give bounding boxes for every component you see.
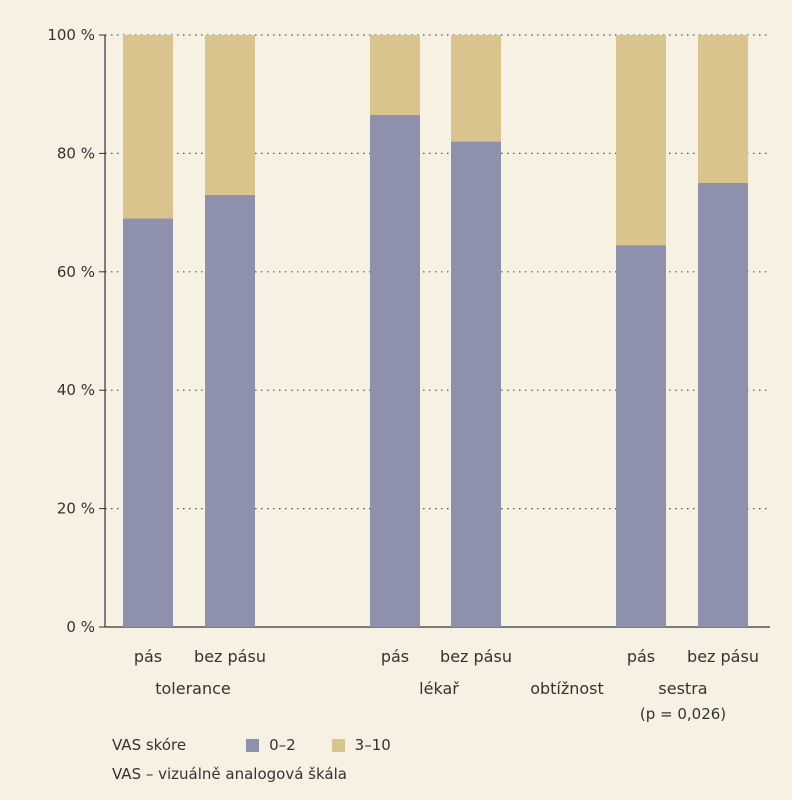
legend-swatch-0-2 — [246, 738, 260, 752]
bar-segment-1-high — [205, 35, 255, 195]
bar-segment-4-high — [616, 35, 666, 246]
chart-note: VAS – vizuálně analogová škála — [112, 765, 347, 783]
x-tick-label: pás — [627, 647, 655, 666]
x-tick-label: bez pásu — [440, 647, 512, 666]
x-tick-label: bez pásu — [194, 647, 266, 666]
legend-item-0-2: 0–2 — [246, 736, 296, 754]
bar-segment-3-high — [451, 35, 501, 142]
group-label: sestra — [658, 679, 707, 698]
legend-item-3-10: 3–10 — [331, 736, 391, 754]
group-label: lékař — [419, 679, 459, 698]
group-sublabel: (p = 0,026) — [640, 705, 726, 723]
group-label: tolerance — [155, 679, 231, 698]
bar-segment-2-high — [370, 35, 420, 115]
y-tick-label: 80 % — [57, 144, 95, 162]
y-tick-label: 40 % — [57, 381, 95, 399]
y-tick-label: 0 % — [66, 618, 95, 636]
legend-title: VAS skóre — [112, 736, 187, 754]
bar-segment-0-low — [123, 218, 173, 627]
x-tick-label: bez pásu — [687, 647, 759, 666]
bar-segment-4-low — [616, 245, 666, 627]
y-tick-label: 100 % — [47, 26, 95, 44]
y-tick-label: 20 % — [57, 500, 95, 518]
bar-segment-5-high — [698, 35, 748, 183]
bar-segment-1-low — [205, 194, 255, 627]
group-label: obtížnost — [530, 679, 604, 698]
legend-swatch-3-10 — [331, 738, 345, 752]
x-tick-label: pás — [381, 647, 409, 666]
y-tick-label: 60 % — [57, 263, 95, 281]
legend-label-3-10: 3–10 — [354, 736, 391, 754]
legend: VAS skóre 0–2 3–10 — [112, 736, 427, 754]
bar-segment-5-low — [698, 183, 748, 627]
x-tick-label: pás — [134, 647, 162, 666]
bar-segment-3-low — [451, 141, 501, 627]
bar-segment-2-low — [370, 114, 420, 628]
legend-label-0-2: 0–2 — [269, 736, 296, 754]
bar-segment-0-high — [123, 35, 173, 219]
